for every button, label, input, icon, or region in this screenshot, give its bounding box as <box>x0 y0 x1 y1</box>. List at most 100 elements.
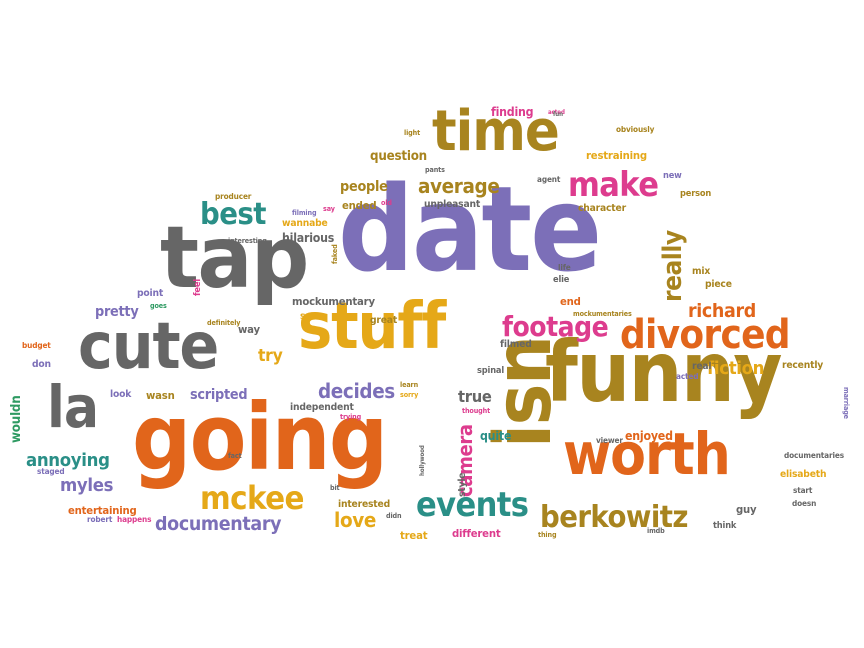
cloud-word: elie <box>553 275 570 285</box>
cloud-word: light <box>404 129 421 137</box>
cloud-word: interesting <box>228 237 267 245</box>
cloud-word: hilarious <box>282 231 335 245</box>
cloud-word: enjoyed <box>625 429 673 443</box>
cloud-word: didn <box>386 512 402 520</box>
cloud-word: point <box>137 288 164 299</box>
cloud-word: real <box>692 361 712 372</box>
cloud-word: worth <box>563 420 731 488</box>
cloud-word: elisabeth <box>780 469 827 480</box>
cloud-word: thought <box>462 407 491 415</box>
cloud-word: staged <box>37 467 65 476</box>
cloud-word: guy <box>736 503 757 516</box>
cloud-word: hollywood <box>419 445 426 476</box>
cloud-word: people <box>340 179 388 195</box>
cloud-word: trying <box>340 413 362 421</box>
cloud-word: wouldn <box>9 395 24 443</box>
cloud-word: question <box>370 149 427 164</box>
cloud-word: make <box>568 165 659 205</box>
cloud-word: new <box>663 171 682 181</box>
cloud-word: life <box>558 263 571 272</box>
cloud-word: pants <box>425 166 445 174</box>
cloud-word: independent <box>290 402 354 413</box>
cloud-word: great <box>370 315 398 326</box>
cloud-word: try <box>258 346 283 366</box>
cloud-word: entertaining <box>68 504 137 517</box>
cloud-word: unpleasant <box>424 199 481 210</box>
cloud-word: filming <box>292 209 317 217</box>
cloud-word: tap <box>160 208 309 308</box>
cloud-word: obviously <box>616 125 655 134</box>
cloud-word: end <box>560 295 581 308</box>
cloud-word: berkowitz <box>540 500 688 535</box>
cloud-word: start <box>793 486 813 495</box>
cloud-word: funny <box>545 323 783 421</box>
cloud-word: documentary <box>155 513 282 535</box>
cloud-word: ended <box>342 199 377 212</box>
cloud-word: documentaries <box>784 451 844 460</box>
cloud-word: myles <box>60 475 114 496</box>
cloud-word: old <box>381 199 392 207</box>
cloud-word: finding <box>491 105 534 119</box>
cloud-word: imdb <box>647 527 665 535</box>
cloud-word: la <box>47 373 99 441</box>
cloud-word: marriage <box>842 387 850 419</box>
cloud-word: date <box>338 160 602 298</box>
cloud-word: robert <box>87 515 113 524</box>
cloud-word: sure <box>300 311 323 322</box>
cloud-word: best <box>200 197 266 232</box>
cloud-word: agent <box>537 175 561 184</box>
cloud-word: different <box>452 527 501 540</box>
cloud-word: treat <box>400 529 428 542</box>
cloud-word: acted <box>548 109 565 116</box>
cloud-word: definitely <box>207 319 241 327</box>
cloud-word: fact <box>228 452 242 460</box>
cloud-word: mockumentary <box>292 295 375 308</box>
cloud-word: doesn <box>792 499 817 508</box>
cloud-word: don <box>32 359 51 370</box>
cloud-word: viewer <box>596 436 623 445</box>
cloud-word: piece <box>705 279 732 290</box>
cloud-word: way <box>238 323 260 336</box>
cloud-word: bit <box>330 484 340 492</box>
cloud-word: character <box>578 203 626 214</box>
cloud-word: recently <box>782 360 824 371</box>
cloud-word: love <box>334 508 376 532</box>
cloud-word: richard <box>688 300 756 322</box>
cloud-word: spinal <box>477 366 505 376</box>
cloud-word: going <box>132 384 388 491</box>
cloud-word: scripted <box>190 387 248 403</box>
cloud-word: faked <box>331 244 339 264</box>
cloud-word: average <box>418 174 500 198</box>
cloud-word: person <box>680 189 712 199</box>
cloud-word: pretty <box>95 304 139 320</box>
cloud-word: decides <box>318 379 395 403</box>
cloud-word: cute <box>78 310 219 384</box>
cloud-word: stuff <box>298 290 446 364</box>
cloud-word: mockumentaries <box>573 310 632 318</box>
cloud-word: time <box>432 99 560 164</box>
cloud-word: divorced <box>620 312 791 358</box>
cloud-word: think <box>713 521 737 531</box>
cloud-word: look <box>110 389 132 400</box>
cloud-word: filmed <box>500 339 532 350</box>
cloud-word: footage <box>502 310 609 343</box>
cloud-word: events <box>416 485 529 525</box>
cloud-word: producer <box>215 192 252 201</box>
cloud-word: quite <box>480 429 512 443</box>
cloud-word: restraining <box>586 149 647 162</box>
cloud-word: feel <box>193 278 203 296</box>
cloud-word: wasn <box>146 389 175 402</box>
cloud-word: wannabe <box>282 218 328 229</box>
cloud-word: acted <box>676 372 699 381</box>
cloud-word: fiction <box>707 358 765 379</box>
cloud-word: interested <box>338 499 390 510</box>
cloud-word: really <box>658 230 688 302</box>
cloud-word: happens <box>117 515 152 524</box>
cloud-word: mix <box>692 266 711 277</box>
cloud-word: annoying <box>26 450 110 471</box>
cloud-word: style <box>457 472 468 497</box>
cloud-word: thing <box>538 531 557 539</box>
cloud-word: say <box>323 205 335 213</box>
cloud-word: goes <box>150 302 167 310</box>
